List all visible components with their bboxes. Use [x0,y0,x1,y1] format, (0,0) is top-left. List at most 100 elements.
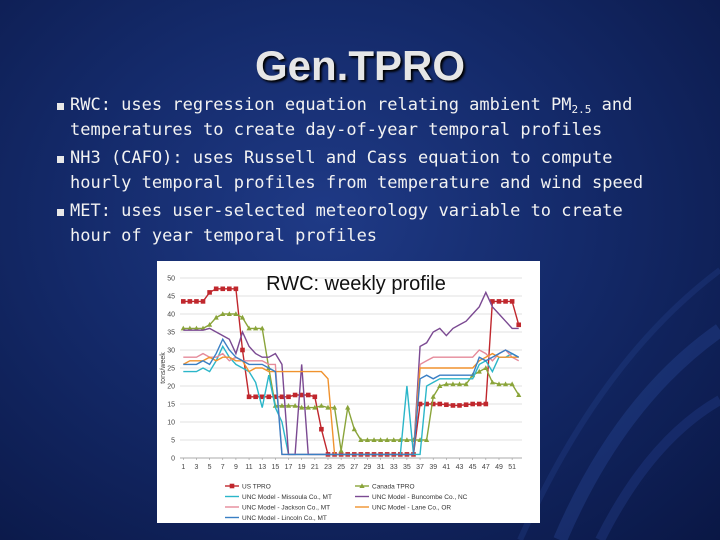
x-tick-label: 45 [469,464,477,471]
legend-label: US TPRO [242,483,271,490]
line [183,313,520,451]
bullet-text: MET: uses user-selected meteorology vari… [70,201,623,246]
marker [240,347,245,353]
y-tick-label: 25 [167,366,175,373]
legend-label: Canada TPRO [372,483,415,490]
marker [437,401,443,407]
marker [450,381,456,387]
x-tick-label: 49 [495,464,503,471]
marker [496,381,502,387]
x-tick-label: 19 [298,464,306,471]
marker [476,401,482,407]
bullet: RWC: uses regression equation relating a… [57,93,665,143]
bullet: MET: uses user-selected meteorology vari… [57,199,665,249]
x-tick-label: 47 [482,464,490,471]
marker [213,314,219,320]
marker [220,286,226,292]
x-tick-label: 29 [364,464,372,471]
legend-marker [359,483,365,488]
x-tick-label: 27 [350,464,358,471]
x-tick-label: 33 [390,464,398,471]
marker [299,404,305,410]
marker [450,403,456,408]
marker [516,322,522,328]
marker [305,404,311,410]
marker [516,392,522,397]
marker [246,394,252,400]
x-tick-label: 15 [271,464,279,471]
line [183,337,520,456]
marker [285,403,292,408]
marker [364,437,371,442]
marker [319,426,324,432]
marker [206,322,213,327]
marker [233,286,239,292]
x-tick-label: 7 [221,464,225,471]
marker [286,394,291,400]
marker [246,325,252,331]
marker [273,394,278,400]
marker [384,437,390,442]
marker [371,437,377,442]
marker [444,402,449,408]
y-tick-label: 30 [167,348,175,355]
marker [180,325,186,331]
marker [253,394,258,400]
marker [489,379,496,385]
marker [253,325,259,331]
marker [292,403,298,408]
marker [502,381,509,387]
marker [476,368,482,374]
marker [233,311,239,316]
marker [483,365,489,370]
marker [417,401,423,407]
legend-label: UNC Model - Jackson Co., MT [242,504,330,511]
x-tick-label: 3 [194,464,198,471]
marker [279,394,285,400]
chart-title: RWC: weekly profile [266,273,446,295]
x-tick-label: 39 [429,464,437,471]
y-tick-label: 0 [171,456,175,463]
marker [456,381,463,387]
marker [424,437,430,442]
y-tick-label: 20 [167,384,175,391]
x-tick-label: 51 [508,464,516,471]
slide-title: Gen.TPRO [254,42,466,89]
marker [391,437,397,442]
marker [358,437,364,442]
bullet-text: and temperatures to create day-of-year t… [70,95,633,140]
legend-label: UNC Model - Buncombe Co., NC [372,494,468,501]
bullet-text: NH3 (CAFO): uses Russell and Cass equati… [70,148,644,193]
marker [259,394,265,400]
y-tick-label: 10 [167,420,175,427]
marker [509,381,515,387]
marker [457,403,462,408]
marker [483,401,489,407]
marker [437,383,443,388]
marker [312,394,318,400]
x-tick-label: 11 [245,464,252,471]
marker [193,325,200,331]
marker [351,426,357,432]
marker [443,381,449,387]
marker [331,404,338,410]
marker [430,394,436,399]
x-tick-label: 35 [403,464,411,471]
marker [312,404,318,410]
x-tick-label: 41 [442,464,450,471]
x-tick-label: 1 [181,464,185,471]
marker [266,394,272,400]
y-tick-label: 45 [167,294,175,301]
y-tick-label: 40 [167,312,175,319]
marker [292,392,298,398]
marker [377,437,384,442]
marker [404,437,410,442]
marker [194,299,199,304]
marker [226,311,232,316]
y-tick-label: 5 [171,438,175,445]
x-tick-label: 5 [208,464,212,471]
y-tick-label: 35 [167,330,175,337]
